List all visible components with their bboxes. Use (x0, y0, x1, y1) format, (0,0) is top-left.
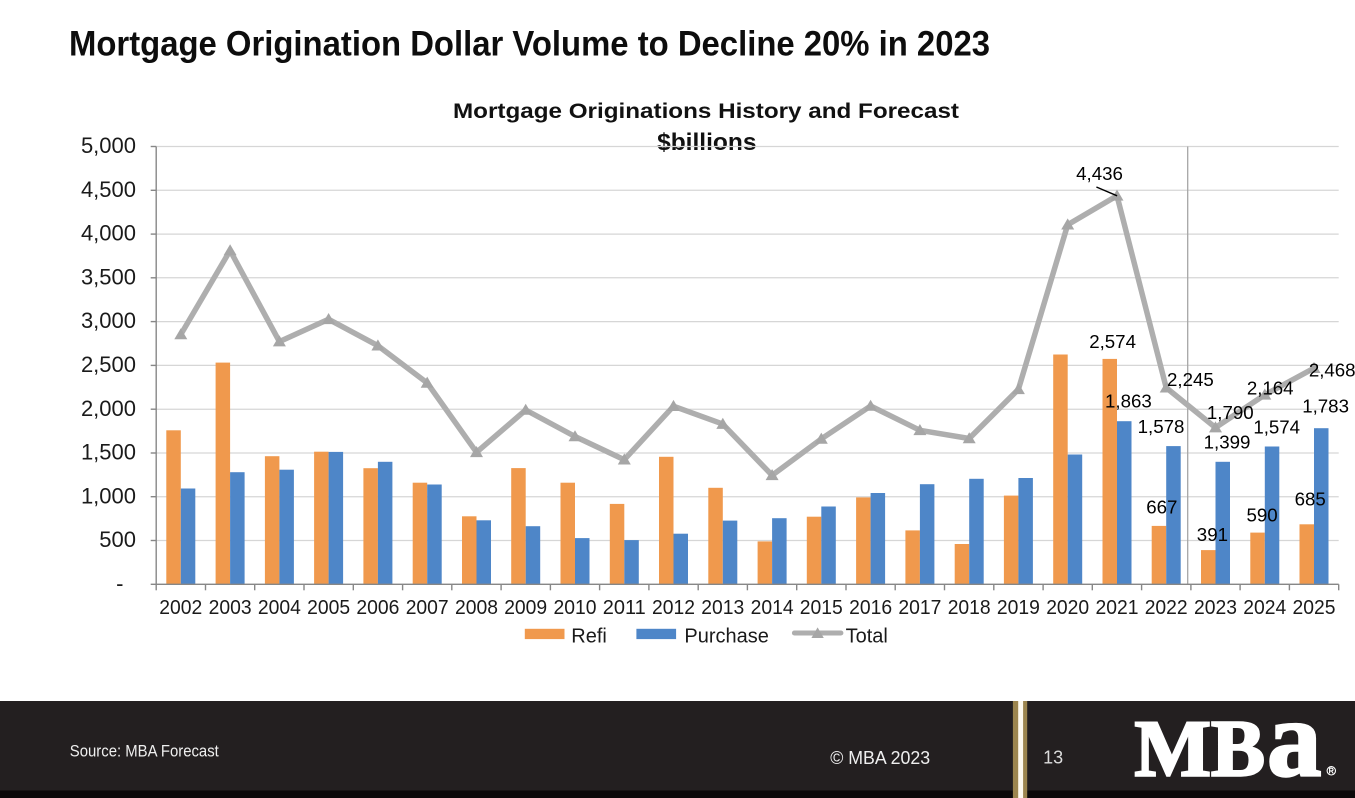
svg-text:685: 685 (1295, 488, 1326, 509)
svg-text:2024: 2024 (1243, 596, 1286, 619)
svg-text:2025: 2025 (1293, 596, 1336, 619)
svg-text:1,790: 1,790 (1207, 402, 1254, 423)
svg-text:© MBA 2023: © MBA 2023 (830, 747, 930, 768)
svg-text:MB: MB (1135, 704, 1265, 794)
svg-text:2,245: 2,245 (1167, 369, 1214, 390)
svg-text:1,863: 1,863 (1105, 391, 1152, 412)
svg-text:2,500: 2,500 (81, 352, 136, 377)
svg-text:1,000: 1,000 (81, 483, 136, 508)
svg-text:2002: 2002 (159, 596, 202, 619)
svg-text:667: 667 (1146, 497, 1177, 518)
svg-text:a: a (1267, 679, 1322, 798)
svg-text:2009: 2009 (504, 596, 547, 619)
svg-text:391: 391 (1197, 524, 1228, 545)
svg-text:1,783: 1,783 (1302, 396, 1349, 417)
svg-text:2012: 2012 (652, 596, 695, 619)
svg-text:2008: 2008 (455, 596, 498, 619)
svg-text:2013: 2013 (701, 596, 744, 619)
svg-text:2022: 2022 (1145, 596, 1188, 619)
svg-text:2020: 2020 (1046, 596, 1089, 619)
svg-text:4,436: 4,436 (1076, 163, 1123, 184)
svg-text:$billions: $billions (657, 129, 756, 156)
svg-text:Refi: Refi (571, 625, 607, 647)
svg-text:2019: 2019 (997, 596, 1040, 619)
svg-text:2017: 2017 (898, 596, 941, 619)
svg-text:2011: 2011 (603, 596, 646, 619)
svg-text:2021: 2021 (1096, 596, 1139, 619)
svg-text:2018: 2018 (948, 596, 991, 619)
svg-text:2,164: 2,164 (1247, 378, 1294, 399)
svg-text:2014: 2014 (751, 596, 794, 619)
svg-text:-: - (116, 571, 123, 596)
svg-text:3,500: 3,500 (81, 264, 136, 289)
svg-text:1,574: 1,574 (1253, 417, 1300, 438)
svg-text:2023: 2023 (1194, 596, 1237, 619)
svg-text:Source: MBA Forecast: Source: MBA Forecast (70, 742, 219, 761)
svg-text:2015: 2015 (800, 596, 843, 619)
svg-text:13: 13 (1043, 748, 1063, 768)
svg-text:1,578: 1,578 (1138, 416, 1185, 437)
svg-text:1,399: 1,399 (1204, 431, 1251, 452)
svg-text:2010: 2010 (554, 596, 597, 619)
svg-text:Purchase: Purchase (684, 625, 769, 647)
svg-text:2016: 2016 (849, 596, 892, 619)
svg-text:2007: 2007 (406, 596, 449, 619)
svg-text:500: 500 (99, 527, 136, 552)
svg-text:2,574: 2,574 (1089, 331, 1136, 352)
svg-text:590: 590 (1247, 505, 1278, 526)
svg-text:3,000: 3,000 (81, 308, 136, 333)
svg-text:2005: 2005 (307, 596, 350, 619)
svg-text:4,500: 4,500 (81, 177, 136, 202)
svg-text:4,000: 4,000 (81, 221, 136, 246)
svg-text:Mortgage Origination Dollar Vo: Mortgage Origination Dollar Volume to De… (69, 24, 990, 64)
svg-text:5,000: 5,000 (81, 133, 136, 158)
svg-text:2004: 2004 (258, 596, 301, 619)
svg-text:1,500: 1,500 (81, 440, 136, 465)
svg-text:2006: 2006 (356, 596, 399, 619)
svg-text:2,468: 2,468 (1309, 360, 1355, 381)
svg-text:Total: Total (846, 625, 888, 647)
svg-text:Mortgage Originations History: Mortgage Originations History and Foreca… (453, 100, 959, 123)
svg-text:2003: 2003 (209, 596, 252, 619)
svg-text:2,000: 2,000 (81, 396, 136, 421)
